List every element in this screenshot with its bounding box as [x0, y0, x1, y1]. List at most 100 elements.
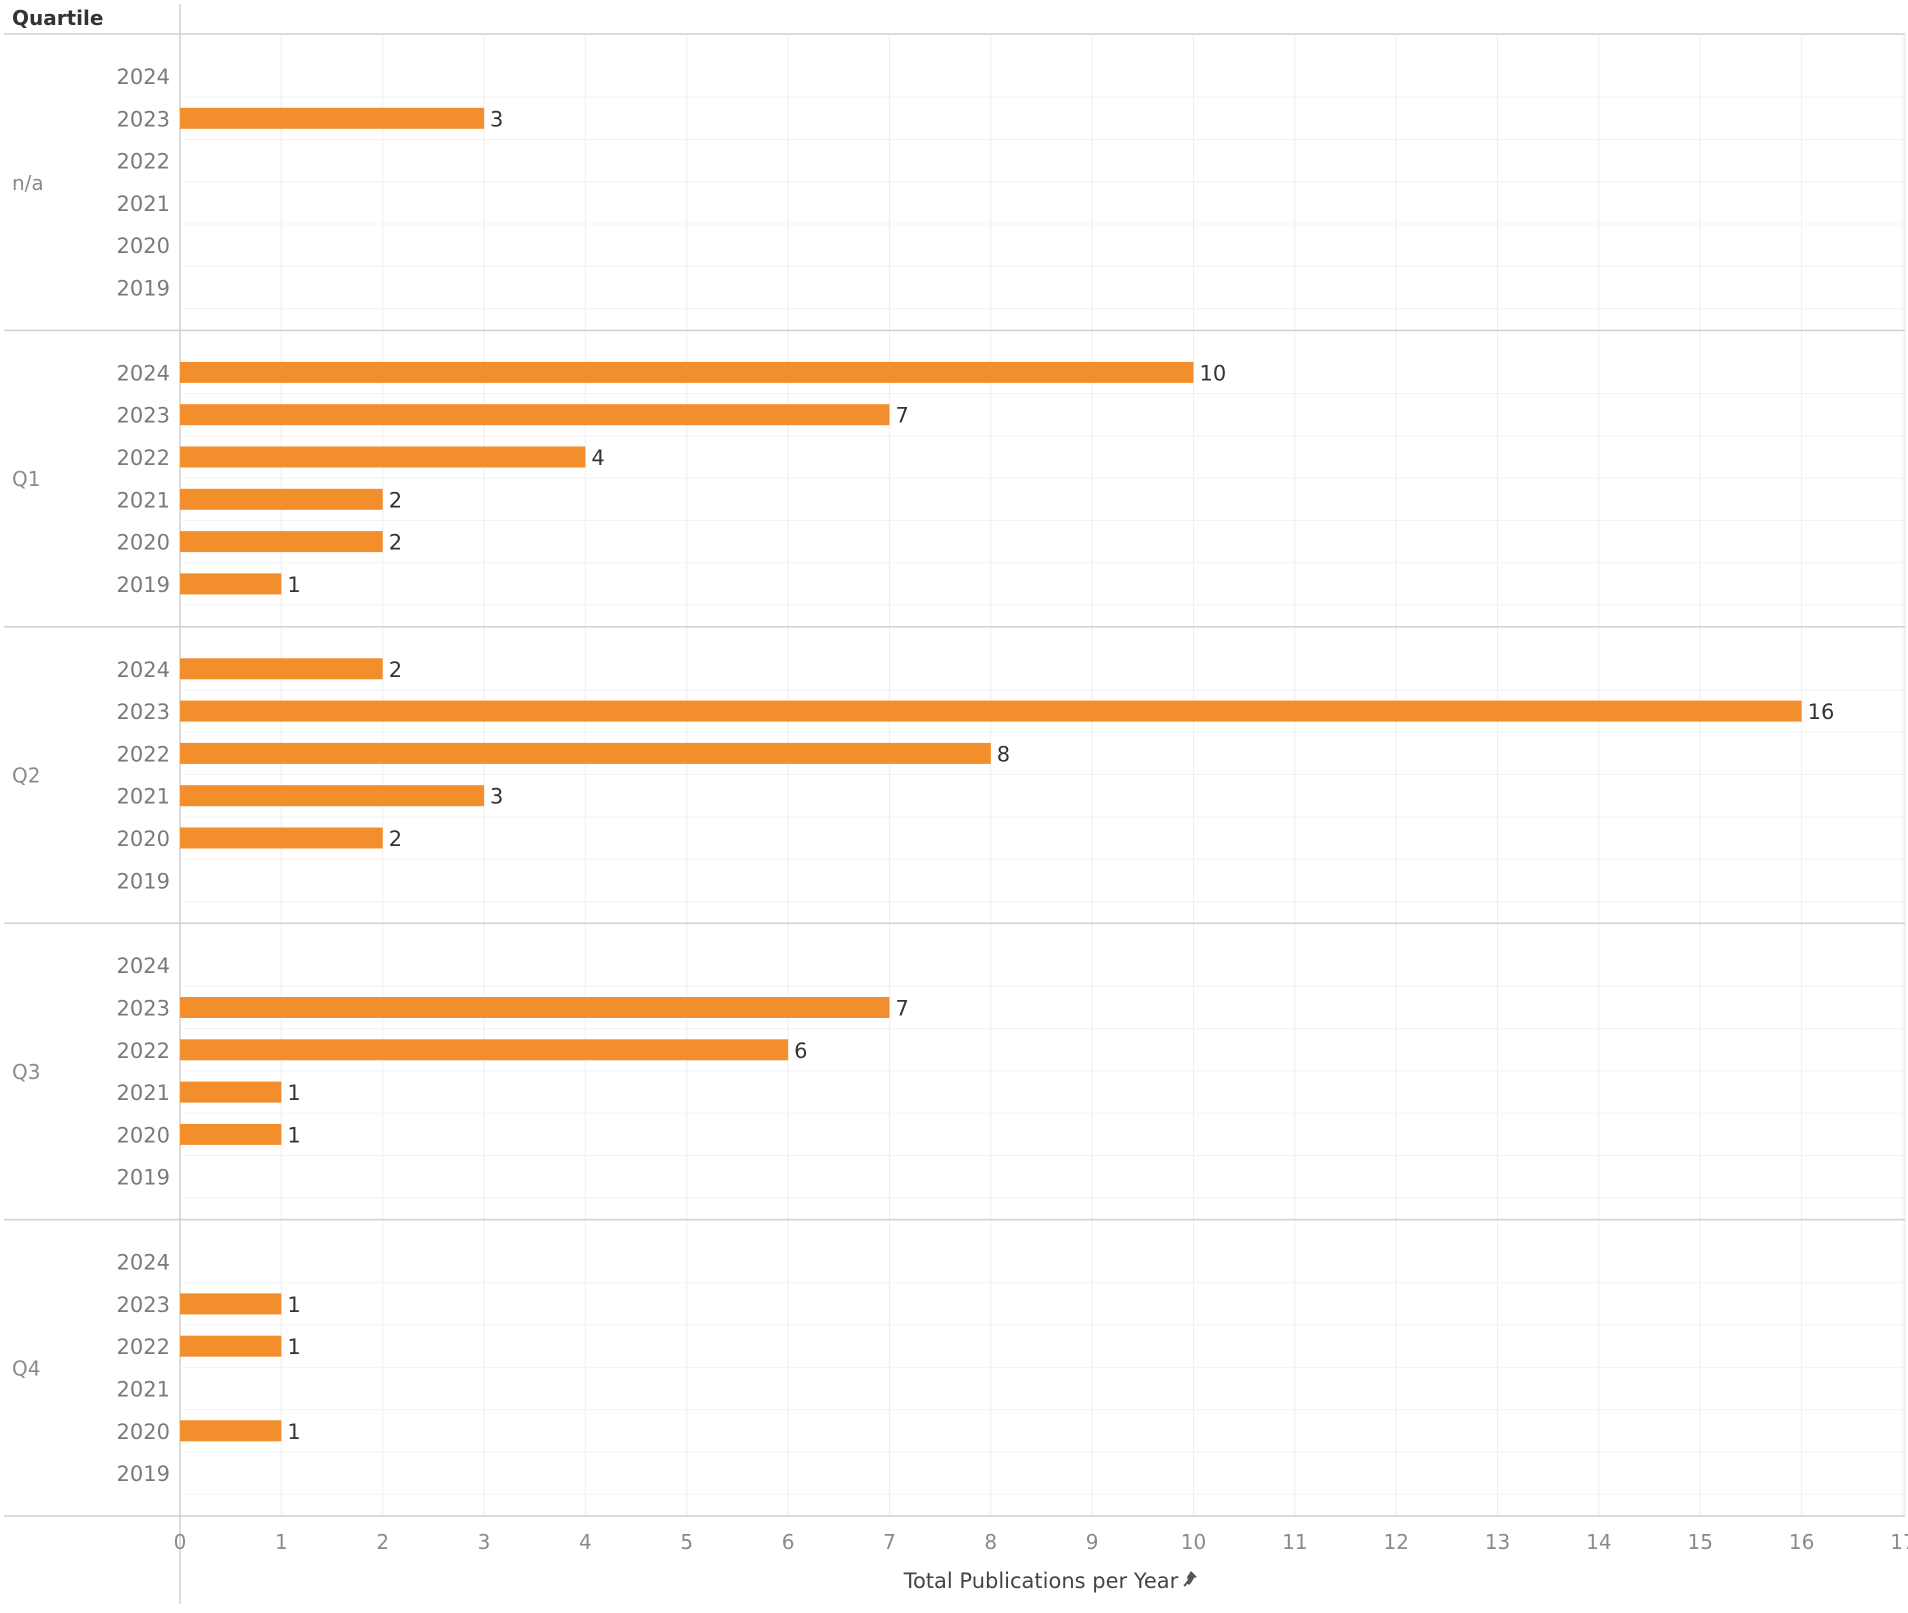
x-axis-title: Total Publications per Year — [903, 1569, 1179, 1593]
bar-value-label: 2 — [389, 658, 402, 682]
year-label: 2020 — [117, 827, 170, 851]
x-axis-title-group: Total Publications per Year — [903, 1569, 1197, 1593]
year-label: 2019 — [117, 869, 170, 893]
year-label: 2024 — [117, 65, 170, 89]
bar-value-label: 3 — [490, 107, 503, 131]
x-tick-label: 15 — [1688, 1530, 1713, 1554]
bar-value-label: 10 — [1200, 361, 1227, 385]
bar[interactable] — [180, 997, 890, 1018]
year-label: 2021 — [117, 1081, 170, 1105]
x-tick-label: 2 — [376, 1530, 389, 1554]
x-tick-label: 0 — [174, 1530, 187, 1554]
x-tick-label: 1 — [275, 1530, 288, 1554]
x-tick-label: 16 — [1789, 1530, 1814, 1554]
year-label: 2022 — [117, 1039, 170, 1063]
bar[interactable] — [180, 404, 890, 426]
bar[interactable] — [180, 446, 586, 468]
bar-value-label: 1 — [287, 1420, 300, 1444]
quartile-label: Q1 — [12, 467, 40, 491]
year-label: 2021 — [117, 1378, 170, 1402]
x-tick-label: 5 — [680, 1530, 693, 1554]
year-label: 2019 — [117, 573, 170, 597]
bar[interactable] — [180, 658, 383, 680]
x-tick-label: 4 — [579, 1530, 592, 1554]
quartile-group: Q4 2024 2023 1 2022 1 2021 2020 1 2019 — [4, 1251, 1905, 1517]
year-label: 2023 — [117, 1293, 170, 1317]
bar[interactable] — [180, 742, 991, 764]
quartile-label: Q2 — [12, 764, 40, 788]
bar-value-label: 3 — [490, 785, 503, 809]
bar[interactable] — [180, 531, 383, 553]
bar-value-label: 4 — [591, 446, 604, 470]
bar-value-label: 2 — [389, 531, 402, 555]
x-axis: 01234567891011121314151617 — [174, 1530, 1908, 1554]
year-label: 2019 — [117, 277, 170, 301]
x-tick-label: 12 — [1383, 1530, 1408, 1554]
quartile-groups: n/a 2024 2023 3 2022 2021 2020 2019 Q1 2024 10 2023… — [4, 65, 1905, 1517]
bar[interactable] — [180, 1420, 282, 1442]
year-label: 2021 — [117, 192, 170, 216]
row-header-quartile: Quartile — [12, 6, 103, 30]
bar[interactable] — [180, 573, 282, 595]
bar[interactable] — [180, 700, 1802, 722]
bar-value-label: 1 — [287, 1335, 300, 1359]
year-label: 2021 — [117, 488, 170, 512]
bar[interactable] — [180, 785, 485, 807]
year-label: 2024 — [117, 954, 170, 978]
quartile-label: n/a — [12, 171, 44, 195]
quartile-group: Q1 2024 10 2023 7 2022 4 2021 2 2020 2 2019 1 — [4, 361, 1905, 628]
bar-value-label: 16 — [1808, 700, 1835, 724]
year-label: 2022 — [117, 742, 170, 766]
year-label: 2022 — [117, 1335, 170, 1359]
x-tick-label: 14 — [1586, 1530, 1611, 1554]
bar[interactable] — [180, 1123, 282, 1145]
quartile-group: Q2 2024 2 2023 16 2022 8 2021 3 2020 2 2019 — [4, 658, 1905, 924]
bar-value-label: 1 — [287, 1081, 300, 1105]
bar-value-label: 1 — [287, 1123, 300, 1147]
bar[interactable] — [180, 1335, 282, 1357]
bar[interactable] — [180, 1039, 789, 1061]
bar-value-label: 7 — [895, 997, 908, 1021]
bar-value-label: 2 — [389, 827, 402, 851]
x-tick-label: 9 — [1086, 1530, 1099, 1554]
year-label: 2020 — [117, 1123, 170, 1147]
bar-value-label: 7 — [895, 404, 908, 428]
x-tick-label: 11 — [1282, 1530, 1307, 1554]
bar[interactable] — [180, 107, 485, 129]
year-label: 2020 — [117, 234, 170, 258]
bar-value-label: 6 — [794, 1039, 807, 1063]
x-tick-label: 8 — [984, 1530, 997, 1554]
bar[interactable] — [180, 1293, 282, 1315]
year-label: 2023 — [117, 997, 170, 1021]
x-tick-label: 7 — [883, 1530, 896, 1554]
bar[interactable] — [180, 827, 383, 849]
year-label: 2019 — [117, 1166, 170, 1190]
quartile-label: Q3 — [12, 1060, 40, 1084]
x-tick-label: 17 — [1890, 1530, 1908, 1554]
quartile-group: Q3 2024 2023 7 2022 6 2021 1 2020 1 2019 — [4, 954, 1905, 1221]
quartile-label: Q4 — [12, 1356, 40, 1380]
bar-value-label: 2 — [389, 488, 402, 512]
year-label: 2022 — [117, 446, 170, 470]
pin-icon[interactable] — [1183, 1571, 1197, 1587]
year-label: 2021 — [117, 785, 170, 809]
year-label: 2023 — [117, 700, 170, 724]
bar-value-label: 1 — [287, 1293, 300, 1317]
x-tick-label: 10 — [1181, 1530, 1206, 1554]
year-label: 2020 — [117, 531, 170, 555]
bar-value-label: 8 — [997, 742, 1010, 766]
year-label: 2020 — [117, 1420, 170, 1444]
bar[interactable] — [180, 488, 383, 510]
year-label: 2024 — [117, 361, 170, 385]
bar[interactable] — [180, 1081, 282, 1103]
x-tick-label: 6 — [782, 1530, 795, 1554]
x-tick-label: 3 — [478, 1530, 491, 1554]
year-label: 2024 — [117, 658, 170, 682]
year-label: 2023 — [117, 404, 170, 428]
year-label: 2019 — [117, 1462, 170, 1486]
year-label: 2023 — [117, 107, 170, 131]
x-tick-label: 13 — [1485, 1530, 1510, 1554]
year-label: 2022 — [117, 150, 170, 174]
bar[interactable] — [180, 361, 1194, 383]
